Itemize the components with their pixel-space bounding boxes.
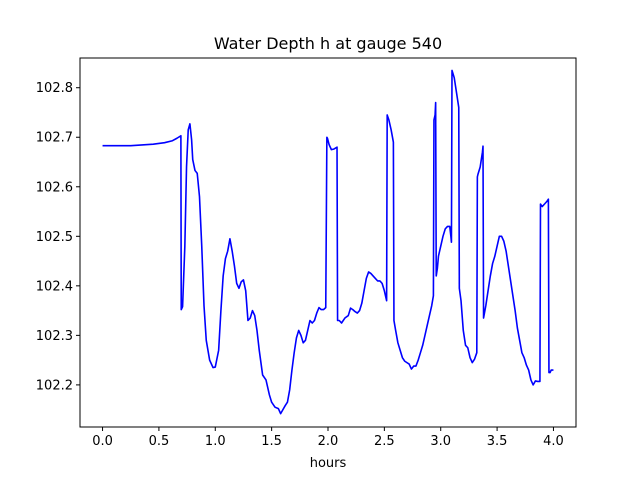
series-layer <box>102 69 554 415</box>
chart-title: Water Depth h at gauge 540 <box>214 34 442 53</box>
y-tick-label: 102.5 <box>36 230 73 245</box>
x-tick-label: 0.5 <box>149 434 170 449</box>
plot-area <box>80 58 576 427</box>
x-tick-label: 3.5 <box>487 434 508 449</box>
y-tick-label: 102.3 <box>36 329 73 344</box>
y-tick-label: 102.6 <box>36 180 73 195</box>
y-tick-label: 102.2 <box>36 378 73 393</box>
x-tick-label: 2.5 <box>374 434 395 449</box>
x-tick-label: 1.0 <box>205 434 226 449</box>
x-tick-label: 4.0 <box>543 434 564 449</box>
x-tick-label: 1.5 <box>261 434 282 449</box>
x-ticks: 0.0 0.5 1.0 1.5 2.0 2.5 3.0 3.5 4.0 <box>92 427 564 449</box>
x-axis-label: hours <box>310 456 347 471</box>
y-ticks: 102.2 102.3 102.4 102.5 102.6 102.7 102.8 <box>36 81 80 393</box>
y-tick-label: 102.4 <box>36 279 73 294</box>
y-tick-label: 102.8 <box>36 81 73 96</box>
x-tick-label: 3.0 <box>430 434 451 449</box>
x-tick-label: 2.0 <box>318 434 339 449</box>
x-tick-label: 0.0 <box>92 434 113 449</box>
series-line-0 <box>102 69 554 415</box>
y-tick-label: 102.7 <box>36 131 73 146</box>
